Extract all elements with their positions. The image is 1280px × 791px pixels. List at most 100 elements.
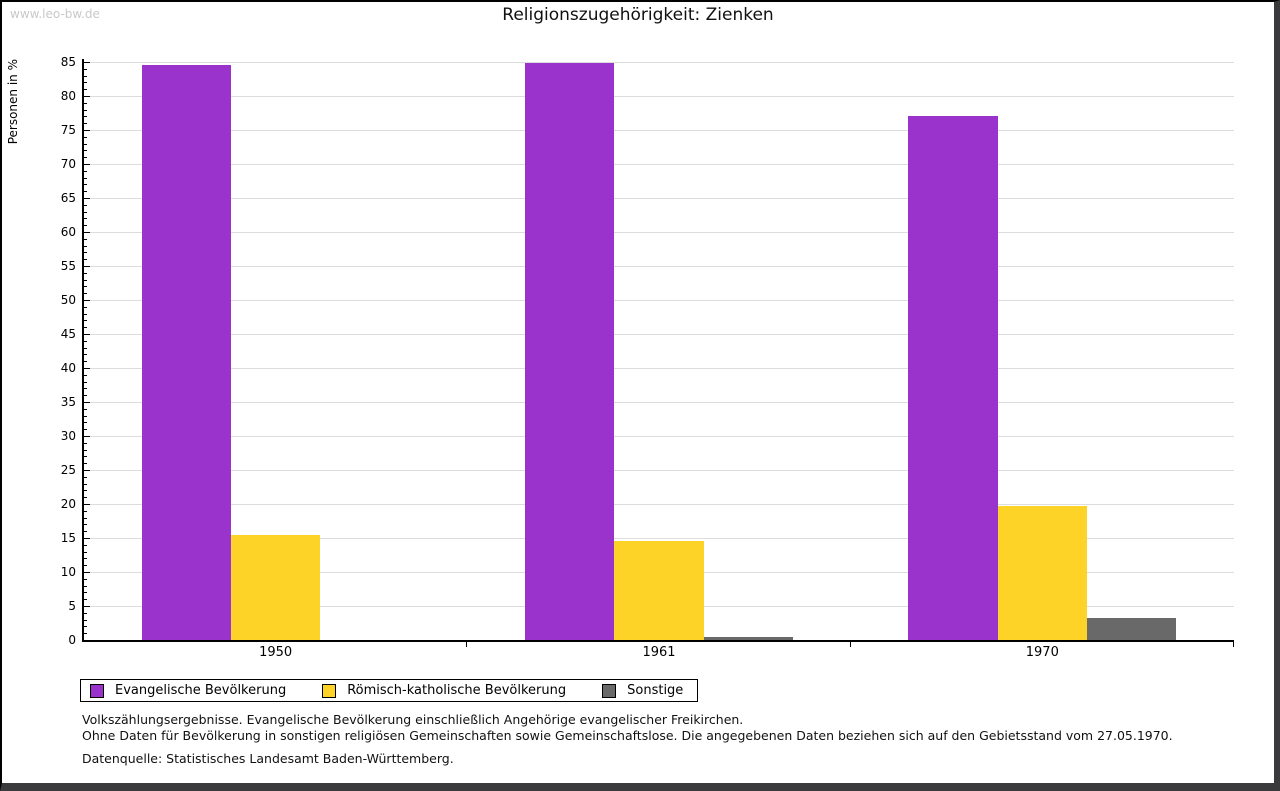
y-minor-tick-79: [84, 102, 87, 104]
y-minor-tick-58: [84, 245, 87, 247]
y-minor-tick-72: [84, 150, 87, 152]
y-minor-tick-16: [84, 531, 87, 533]
gridline-25: [84, 470, 1234, 471]
y-minor-tick-38: [84, 381, 87, 383]
chart-title: Religionszugehörigkeit: Zienken: [502, 5, 774, 25]
y-minor-tick-78: [84, 109, 87, 111]
y-tick-label-25: 25: [60, 463, 76, 477]
bar-1961-series-1: [614, 541, 704, 640]
gridline-50: [84, 300, 1234, 301]
y-major-tick-20: [84, 504, 90, 505]
y-major-tick-30: [84, 436, 90, 437]
gridline-65: [84, 198, 1234, 199]
bar-1970-series-1: [997, 506, 1087, 640]
y-major-tick-35: [84, 402, 90, 403]
bar-1970-series-0: [908, 115, 998, 640]
y-minor-tick-21: [84, 497, 87, 499]
legend-swatch-icon: [90, 683, 104, 698]
footnotes: Volkszählungsergebnisse. Evangelische Be…: [82, 712, 1234, 743]
legend-swatch-icon: [322, 683, 337, 698]
y-minor-tick-27: [84, 456, 87, 458]
y-minor-tick-62: [84, 218, 87, 220]
y-minor-tick-33: [84, 415, 87, 417]
y-major-tick-65: [84, 198, 90, 199]
y-minor-tick-76: [84, 123, 87, 125]
x-tick-label-1970: 1970: [1025, 645, 1059, 660]
y-minor-tick-24: [84, 476, 87, 478]
bar-1950-series-1: [231, 534, 321, 640]
y-minor-tick-83: [84, 75, 87, 77]
y-major-tick-10: [84, 572, 90, 573]
y-minor-tick-84: [84, 68, 87, 70]
legend-item-2: Sonstige: [602, 683, 683, 698]
y-tick-label-5: 5: [68, 599, 76, 613]
y-minor-tick-49: [84, 306, 87, 308]
gridline-70: [84, 164, 1234, 165]
y-minor-tick-52: [84, 286, 87, 288]
y-minor-tick-41: [84, 361, 87, 363]
y-major-tick-15: [84, 538, 90, 539]
y-axis-label: Personen in %: [6, 59, 20, 145]
y-minor-tick-11: [84, 565, 87, 567]
y-minor-tick-63: [84, 211, 87, 213]
legend: Evangelische Bevölkerung Römisch-katholis…: [80, 679, 699, 702]
y-tick-label-75: 75: [60, 123, 76, 137]
y-tick-label-60: 60: [60, 225, 76, 239]
y-tick-label-10: 10: [60, 565, 76, 579]
y-minor-tick-9: [84, 578, 87, 580]
y-tick-label-45: 45: [60, 327, 76, 341]
y-tick-label-85: 85: [60, 55, 76, 69]
gridline-55: [84, 266, 1234, 267]
y-minor-tick-7: [84, 592, 87, 594]
y-minor-tick-46: [84, 327, 87, 329]
y-tick-label-55: 55: [60, 259, 76, 273]
y-minor-tick-69: [84, 170, 87, 172]
x-division-tick-2: [849, 642, 851, 647]
y-tick-label-30: 30: [60, 429, 76, 443]
y-minor-tick-71: [84, 157, 87, 159]
gridline-15: [84, 538, 1234, 539]
y-tick-label-35: 35: [60, 395, 76, 409]
y-minor-tick-39: [84, 374, 87, 376]
y-minor-tick-44: [84, 340, 87, 342]
y-minor-tick-18: [84, 517, 87, 519]
y-minor-tick-64: [84, 204, 87, 206]
bar-1961-series-2: [703, 636, 793, 640]
legend-item-0: Evangelische Bevölkerung: [90, 683, 286, 698]
watermark: www.leo-bw.de: [10, 7, 100, 21]
data-source: Datenquelle: Statistisches Landesamt Bad…: [82, 751, 454, 766]
legend-label: Sonstige: [627, 683, 684, 698]
x-division-tick-3: [1233, 642, 1234, 647]
y-axis-line: [82, 59, 84, 642]
y-tick-label-70: 70: [60, 157, 76, 171]
footnote-line-1: Volkszählungsergebnisse. Evangelische Be…: [82, 712, 744, 727]
y-minor-tick-81: [84, 89, 87, 91]
y-major-tick-70: [84, 164, 90, 165]
y-minor-tick-73: [84, 143, 87, 145]
x-axis-line: [82, 640, 1234, 642]
legend-label: Evangelische Bevölkerung: [115, 683, 287, 698]
gridline-45: [84, 334, 1234, 335]
bar-1970-series-2: [1086, 618, 1177, 640]
y-major-tick-55: [84, 266, 90, 267]
y-major-tick-40: [84, 368, 90, 369]
footnote-line-2: Ohne Daten für Bevölkerung in sonstigen …: [82, 727, 1173, 743]
y-minor-tick-8: [84, 585, 87, 587]
x-tick-label-1950: 1950: [259, 645, 293, 660]
y-minor-tick-66: [84, 191, 87, 193]
y-major-tick-5: [84, 606, 90, 607]
gridline-35: [84, 402, 1234, 403]
y-major-tick-75: [84, 130, 90, 131]
y-minor-tick-32: [84, 422, 87, 424]
gridline-40: [84, 368, 1234, 369]
legend-swatch-icon: [602, 683, 617, 698]
gridline-75: [84, 130, 1234, 131]
gridline-30: [84, 436, 1234, 437]
y-tick-label-15: 15: [60, 531, 76, 545]
y-major-tick-0: [84, 640, 90, 641]
y-tick-label-80: 80: [60, 89, 76, 103]
y-minor-tick-54: [84, 272, 87, 274]
y-minor-tick-53: [84, 279, 87, 281]
x-tick-label-1961: 1961: [642, 645, 676, 660]
y-minor-tick-22: [84, 490, 87, 492]
